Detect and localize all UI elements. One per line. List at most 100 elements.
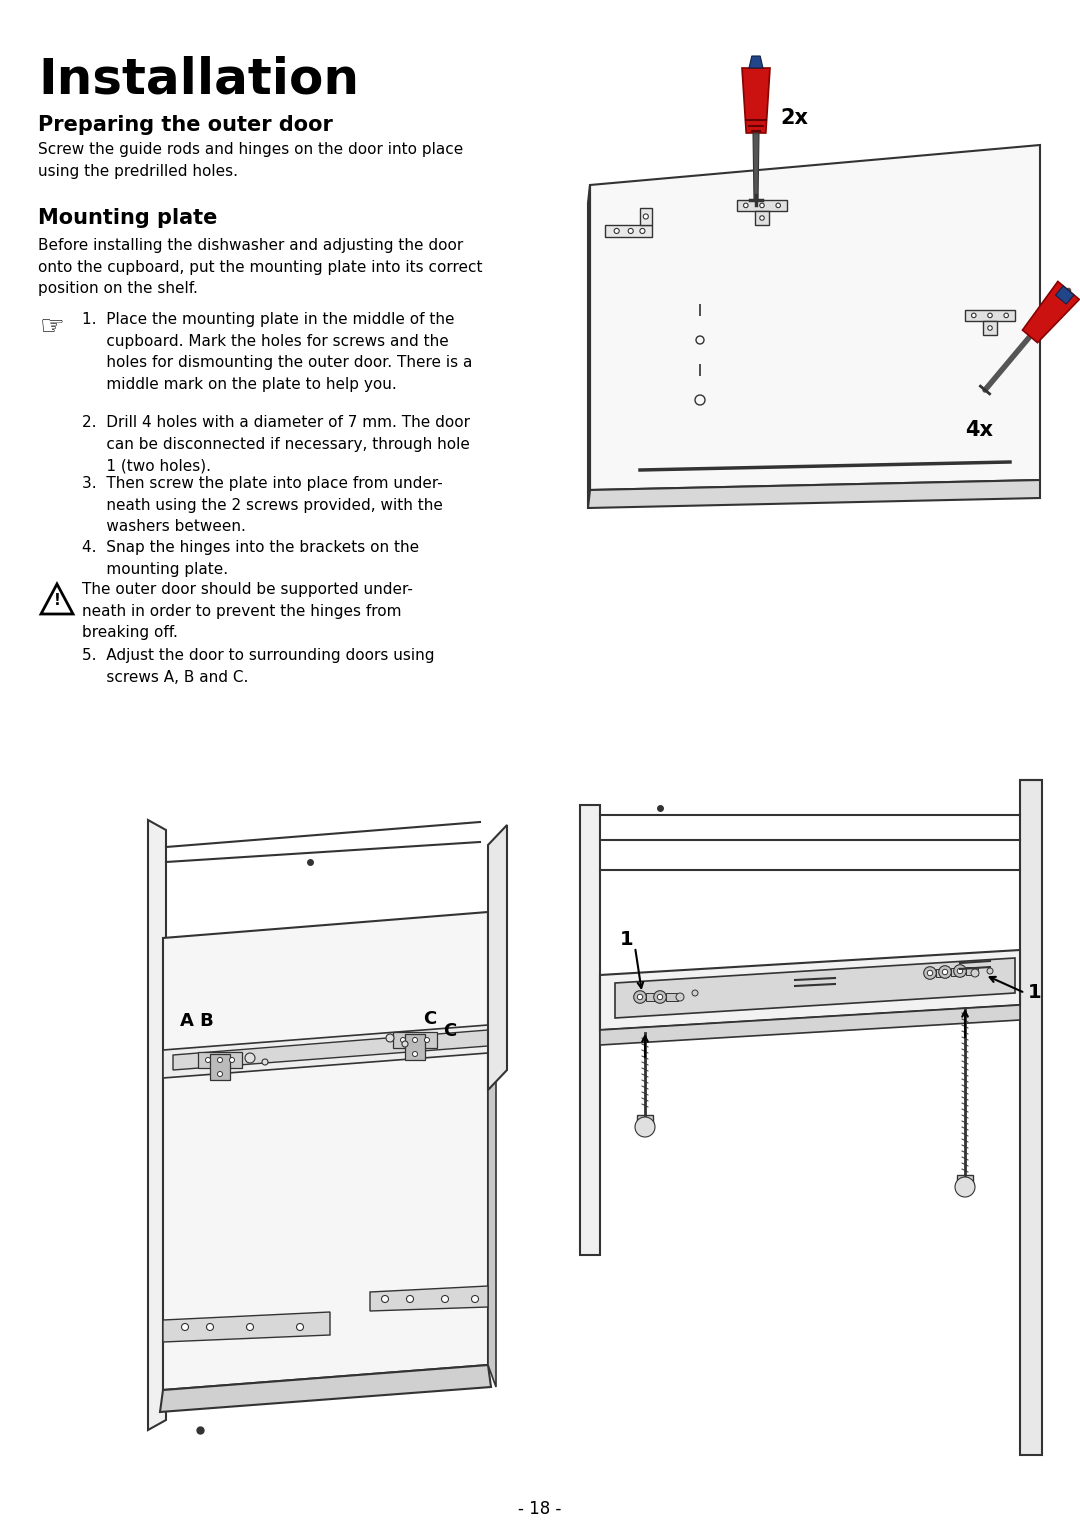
Circle shape: [402, 1041, 408, 1047]
Circle shape: [923, 967, 936, 979]
Circle shape: [386, 1034, 394, 1042]
Polygon shape: [742, 69, 770, 133]
Text: 2.  Drill 4 holes with a diameter of 7 mm. The door
     can be disconnected if : 2. Drill 4 holes with a diameter of 7 mm…: [82, 416, 470, 474]
Circle shape: [205, 1057, 211, 1062]
Circle shape: [987, 969, 993, 973]
Polygon shape: [210, 1054, 230, 1080]
Polygon shape: [198, 1051, 242, 1068]
Circle shape: [743, 203, 748, 208]
Circle shape: [229, 1057, 234, 1062]
Circle shape: [424, 1038, 430, 1042]
Polygon shape: [588, 185, 590, 507]
Text: 4.  Snap the hinges into the brackets on the
     mounting plate.: 4. Snap the hinges into the brackets on …: [82, 539, 419, 576]
Polygon shape: [753, 133, 759, 200]
Circle shape: [629, 228, 633, 234]
Polygon shape: [488, 912, 496, 1387]
Text: 1: 1: [620, 931, 634, 949]
Text: - 18 -: - 18 -: [518, 1500, 562, 1517]
Circle shape: [775, 203, 781, 208]
Circle shape: [181, 1323, 189, 1331]
Polygon shape: [983, 321, 997, 335]
Circle shape: [381, 1296, 389, 1302]
Circle shape: [401, 1038, 405, 1042]
Circle shape: [217, 1071, 222, 1077]
Circle shape: [217, 1057, 222, 1062]
Circle shape: [972, 313, 976, 318]
Circle shape: [942, 969, 948, 975]
Polygon shape: [160, 1365, 491, 1412]
Circle shape: [442, 1296, 448, 1302]
Circle shape: [262, 1059, 268, 1065]
Polygon shape: [488, 825, 507, 1089]
Polygon shape: [370, 1287, 488, 1311]
Polygon shape: [1020, 779, 1042, 1455]
Text: ☞: ☞: [40, 313, 65, 341]
Polygon shape: [737, 200, 787, 211]
Polygon shape: [393, 1031, 437, 1048]
Polygon shape: [600, 1005, 1020, 1045]
Polygon shape: [755, 211, 769, 225]
Polygon shape: [605, 225, 651, 237]
Circle shape: [644, 214, 648, 219]
Circle shape: [988, 325, 993, 330]
Text: 5.  Adjust the door to surrounding doors using
     screws A, B and C.: 5. Adjust the door to surrounding doors …: [82, 648, 434, 685]
Circle shape: [971, 969, 978, 976]
Circle shape: [759, 203, 765, 208]
Circle shape: [639, 228, 645, 234]
Circle shape: [692, 990, 698, 996]
Circle shape: [759, 215, 765, 220]
Polygon shape: [615, 958, 1015, 1018]
Circle shape: [957, 969, 962, 973]
Polygon shape: [964, 310, 1015, 321]
Polygon shape: [405, 1034, 426, 1060]
Polygon shape: [148, 821, 166, 1430]
Polygon shape: [588, 480, 1040, 507]
Polygon shape: [590, 145, 1040, 490]
Polygon shape: [951, 969, 963, 975]
Circle shape: [637, 995, 643, 999]
Circle shape: [676, 993, 684, 1001]
Circle shape: [615, 228, 619, 234]
Polygon shape: [163, 1313, 330, 1342]
Circle shape: [297, 1323, 303, 1331]
Text: 1: 1: [1028, 983, 1041, 1002]
Text: Installation: Installation: [38, 55, 359, 102]
Text: 3.  Then screw the plate into place from under-
     neath using the 2 screws pr: 3. Then screw the plate into place from …: [82, 477, 443, 535]
Circle shape: [413, 1051, 418, 1056]
Circle shape: [1004, 313, 1009, 318]
Circle shape: [954, 964, 967, 978]
Circle shape: [413, 1038, 418, 1042]
Polygon shape: [1055, 286, 1074, 304]
Polygon shape: [600, 950, 1020, 1030]
Polygon shape: [1023, 281, 1079, 342]
Text: A B: A B: [180, 1012, 214, 1030]
Polygon shape: [163, 912, 488, 1390]
Polygon shape: [666, 993, 678, 1001]
Circle shape: [634, 990, 646, 1004]
Text: !: !: [54, 593, 60, 608]
Circle shape: [472, 1296, 478, 1302]
Polygon shape: [639, 208, 651, 225]
Text: The outer door should be supported under-
neath in order to prevent the hinges f: The outer door should be supported under…: [82, 582, 413, 640]
Circle shape: [988, 313, 993, 318]
Polygon shape: [163, 1025, 488, 1077]
Polygon shape: [173, 1030, 488, 1070]
Text: 1.  Place the mounting plate in the middle of the
     cupboard. Mark the holes : 1. Place the mounting plate in the middl…: [82, 312, 472, 391]
Text: 4x: 4x: [966, 420, 993, 440]
Polygon shape: [637, 1115, 653, 1128]
Polygon shape: [750, 57, 762, 69]
Polygon shape: [580, 805, 600, 1254]
Circle shape: [206, 1323, 214, 1331]
Text: C: C: [423, 1010, 436, 1028]
Polygon shape: [967, 967, 978, 975]
Polygon shape: [936, 969, 948, 976]
Text: 2x: 2x: [780, 108, 808, 128]
Text: C: C: [443, 1022, 456, 1041]
Circle shape: [635, 1117, 654, 1137]
Circle shape: [955, 1177, 975, 1196]
Circle shape: [658, 995, 663, 999]
Circle shape: [246, 1323, 254, 1331]
Circle shape: [653, 990, 666, 1004]
Text: Mounting plate: Mounting plate: [38, 208, 217, 228]
Polygon shape: [957, 1175, 973, 1187]
